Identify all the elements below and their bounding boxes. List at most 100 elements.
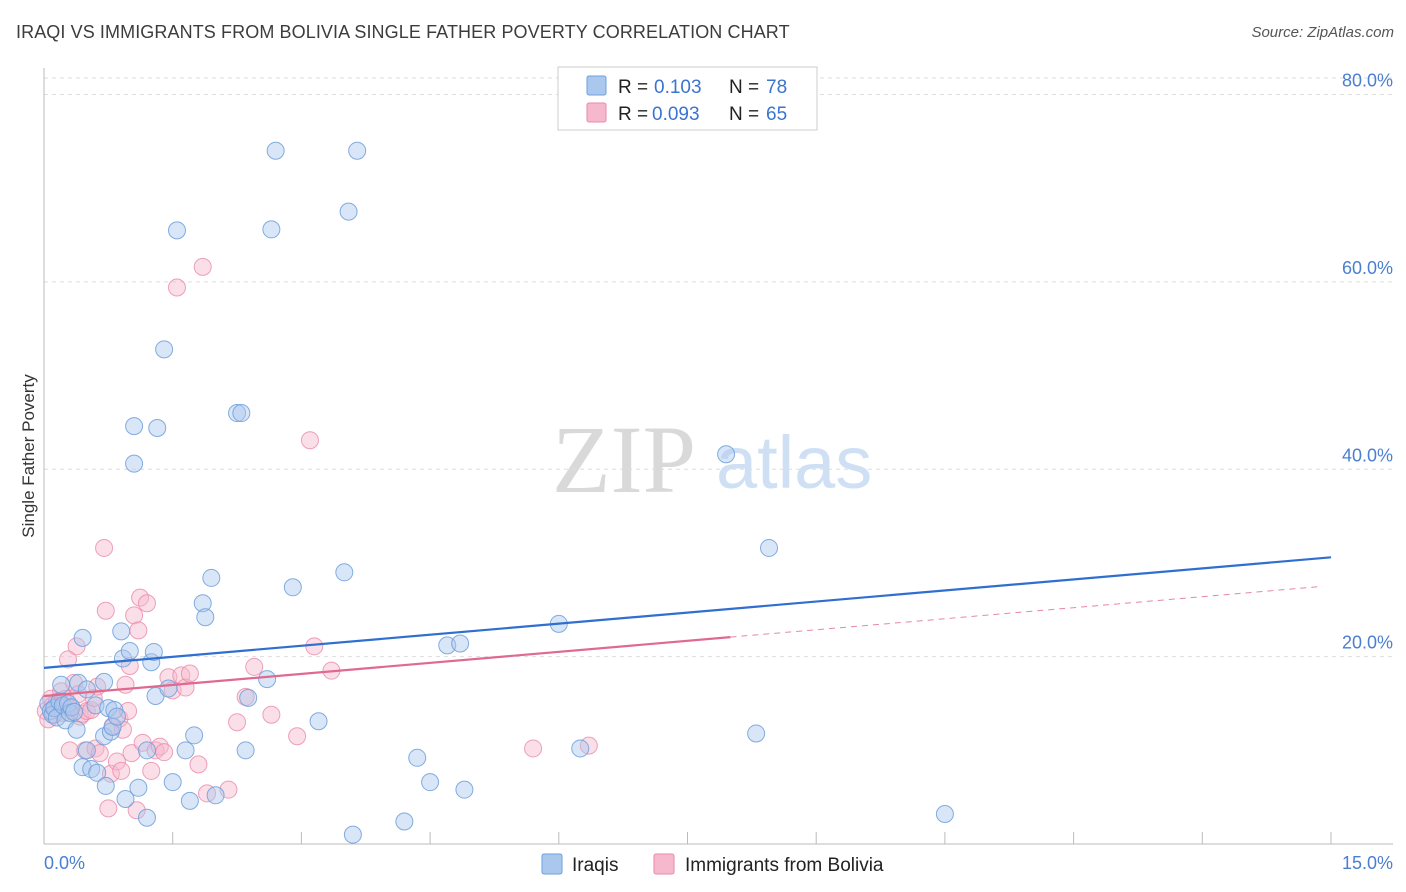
point-bolivia: [246, 658, 263, 675]
y-tick-label: 40.0%: [1342, 445, 1393, 465]
point-iraqi: [240, 689, 257, 706]
point-iraqi: [121, 643, 138, 660]
legend-swatch-iraqi: [587, 76, 606, 95]
point-iraqi: [138, 809, 155, 826]
point-iraqi: [936, 806, 953, 823]
legend-r-value-bolivia: 0.093: [652, 104, 700, 125]
point-iraqi: [53, 676, 70, 693]
point-bolivia: [96, 539, 113, 556]
watermark-zip: ZIP: [552, 406, 696, 513]
point-iraqi: [349, 142, 366, 159]
point-iraqi: [126, 455, 143, 472]
point-bolivia: [113, 762, 130, 779]
series-bolivia-points: [37, 258, 597, 818]
point-iraqi: [203, 569, 220, 586]
point-iraqi: [310, 713, 327, 730]
point-iraqi: [168, 222, 185, 239]
point-bolivia: [138, 595, 155, 612]
point-iraqi: [207, 787, 224, 804]
bottom-legend-swatch-bolivia: [654, 854, 674, 874]
point-iraqi: [284, 579, 301, 596]
point-bolivia: [525, 740, 542, 757]
y-tick-label: 20.0%: [1342, 633, 1393, 653]
point-iraqi: [267, 142, 284, 159]
x-tick-marks: [44, 832, 1331, 844]
legend-r-value-iraqi: 0.103: [654, 77, 702, 98]
point-bolivia: [117, 676, 134, 693]
point-iraqi: [130, 779, 147, 796]
point-iraqi: [181, 792, 198, 809]
legend-swatch-bolivia: [587, 103, 606, 122]
y-axis-label: Single Father Poverty: [19, 374, 38, 538]
point-bolivia: [156, 744, 173, 761]
point-iraqi: [160, 680, 177, 697]
scatter-chart: ZIP atlas 20.0%40.0%60.0%80.0% 0.0% 15.0…: [0, 0, 1406, 892]
point-iraqi: [156, 341, 173, 358]
point-iraqi: [177, 742, 194, 759]
point-iraqi: [74, 629, 91, 646]
point-bolivia: [301, 432, 318, 449]
point-iraqi: [396, 813, 413, 830]
point-bolivia: [190, 756, 207, 773]
point-iraqi: [197, 609, 214, 626]
point-iraqi: [138, 742, 155, 759]
bottom-legend-label-iraqi: Iraqis: [572, 855, 618, 876]
y-tick-label: 60.0%: [1342, 258, 1393, 278]
point-iraqi: [96, 673, 113, 690]
point-iraqi: [233, 405, 250, 422]
point-bolivia: [126, 607, 143, 624]
bottom-legend-label-bolivia: Immigrants from Bolivia: [685, 855, 884, 876]
point-bolivia: [61, 742, 78, 759]
point-iraqi: [761, 539, 778, 556]
point-bolivia: [143, 762, 160, 779]
point-iraqi: [718, 446, 735, 463]
legend-r-label-iraqi: R =: [618, 77, 648, 98]
point-iraqi: [186, 727, 203, 744]
point-iraqi: [748, 725, 765, 742]
legend-n-value-iraqi: 78: [766, 77, 787, 98]
point-iraqi: [452, 635, 469, 652]
point-bolivia: [130, 622, 147, 639]
stats-legend: R = 0.103 N = 78 R = 0.093 N = 65: [558, 67, 817, 130]
point-iraqi: [572, 740, 589, 757]
point-iraqi: [263, 221, 280, 238]
point-iraqi: [126, 418, 143, 435]
point-iraqi: [149, 420, 166, 437]
point-bolivia: [181, 665, 198, 682]
point-iraqi: [456, 781, 473, 798]
legend-n-value-bolivia: 65: [766, 104, 787, 125]
point-iraqi: [340, 203, 357, 220]
point-bolivia: [306, 638, 323, 655]
point-iraqi: [68, 721, 85, 738]
x-tick-label-max: 15.0%: [1342, 853, 1393, 873]
trend-lines: [44, 557, 1331, 696]
point-bolivia: [100, 800, 117, 817]
point-bolivia: [263, 706, 280, 723]
point-bolivia: [194, 258, 211, 275]
point-iraqi: [336, 564, 353, 581]
legend-n-label-bolivia: N =: [729, 104, 759, 125]
point-iraqi: [259, 671, 276, 688]
point-iraqi: [344, 826, 361, 843]
series-legend: Iraqis Immigrants from Bolivia: [542, 854, 884, 876]
point-iraqi: [78, 681, 95, 698]
legend-r-label-bolivia: R =: [618, 104, 648, 125]
point-iraqi: [108, 708, 125, 725]
point-iraqi: [97, 777, 114, 794]
y-tick-label: 80.0%: [1342, 71, 1393, 91]
point-iraqi: [66, 703, 83, 720]
point-iraqi: [113, 623, 130, 640]
point-iraqi: [164, 774, 181, 791]
watermark-atlas: atlas: [716, 421, 872, 504]
point-iraqi: [422, 774, 439, 791]
point-iraqi: [78, 742, 95, 759]
point-iraqi: [237, 742, 254, 759]
trend-line-iraqi: [44, 557, 1331, 668]
bottom-legend-swatch-iraqi: [542, 854, 562, 874]
point-bolivia: [229, 714, 246, 731]
trend-line-bolivia-extension: [730, 586, 1322, 637]
point-bolivia: [289, 728, 306, 745]
point-bolivia: [168, 279, 185, 296]
point-bolivia: [97, 602, 114, 619]
y-tick-labels: 20.0% 40.0% 60.0% 80.0%: [1342, 71, 1393, 653]
